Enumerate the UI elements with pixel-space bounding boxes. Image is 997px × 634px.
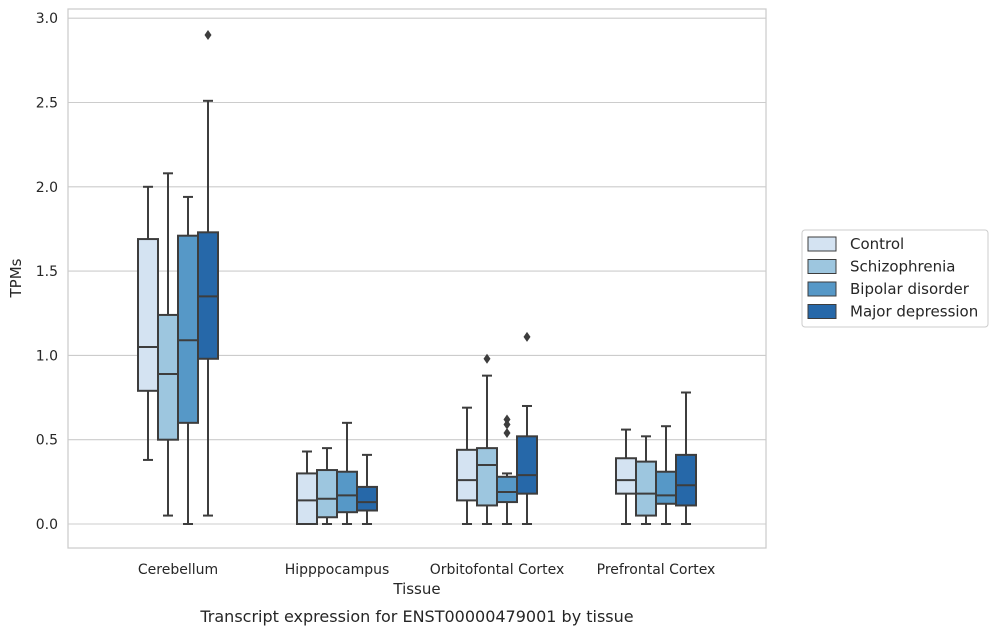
- box-major-depression: [197, 30, 219, 517]
- iqr-box: [675, 453, 697, 507]
- box-series-group: [137, 30, 697, 526]
- y-tick-label: 2.5: [36, 96, 58, 112]
- legend-frame: [801, 229, 989, 328]
- iqr-box: [316, 469, 338, 519]
- outlier-marker: [523, 331, 531, 342]
- iqr-box: [356, 485, 378, 512]
- outlier-marker: [503, 419, 511, 430]
- box-control: [456, 406, 478, 525]
- legend-label: Schizophrenia: [850, 258, 955, 276]
- legend-swatch: [807, 281, 837, 297]
- box-major-depression: [675, 391, 697, 525]
- legend-label: Control: [850, 235, 904, 253]
- iqr-box: [336, 470, 358, 514]
- outlier-marker: [483, 353, 491, 364]
- y-tick-label: 2.0: [36, 180, 58, 196]
- legend-label: Bipolar disorder: [850, 280, 970, 298]
- box-bipolar-disorder: [336, 421, 358, 525]
- box-control: [615, 428, 637, 525]
- x-tick-label: Hipppocampus: [285, 562, 390, 578]
- legend-swatch: [807, 236, 837, 252]
- x-tick-label: Prefrontal Cortex: [597, 562, 716, 578]
- iqr-box: [157, 313, 179, 441]
- x-axis-label: Tissue: [392, 580, 440, 598]
- plot-frame: [67, 8, 767, 549]
- outlier-marker: [503, 414, 511, 425]
- iqr-box: [456, 448, 478, 502]
- legend-label: Major depression: [850, 303, 978, 321]
- iqr-box: [615, 457, 637, 495]
- y-tick-label: 0.5: [36, 433, 58, 449]
- box-major-depression: [516, 331, 538, 525]
- chart-caption: Transcript expression for ENST0000047900…: [199, 607, 633, 626]
- outlier-marker: [204, 30, 212, 41]
- iqr-box: [496, 475, 518, 504]
- x-tick-labels: Cerebellum Hipppocampus Orbitofontal Corte…: [138, 562, 715, 578]
- legend-swatch: [807, 259, 837, 274]
- iqr-box: [476, 447, 498, 507]
- y-tick-label: 1.5: [36, 264, 58, 280]
- iqr-box: [177, 234, 199, 424]
- iqr-box: [655, 470, 677, 505]
- box-schizophrenia: [157, 172, 179, 517]
- legend-swatch: [807, 304, 837, 319]
- box-major-depression: [356, 453, 378, 525]
- legend: Control Schizophrenia Bipolar disorder Majo…: [801, 229, 989, 328]
- y-tick-label: 3.0: [36, 11, 58, 27]
- y-axis-label: TPMs: [7, 258, 25, 298]
- iqr-box: [137, 238, 159, 392]
- y-tick-labels: 0.0 0.5 1.0 1.5 2.0 2.5 3.0: [36, 11, 58, 533]
- iqr-box: [296, 472, 318, 526]
- iqr-box: [516, 435, 538, 495]
- iqr-box: [635, 460, 657, 517]
- y-tick-label: 1.0: [36, 348, 58, 364]
- x-tick-label: Cerebellum: [138, 562, 218, 578]
- box-bipolar-disorder: [655, 425, 677, 525]
- y-tick-label: 0.0: [36, 517, 58, 533]
- box-bipolar-disorder: [496, 414, 518, 525]
- x-tick-label: Orbitofontal Cortex: [430, 562, 565, 578]
- outlier-marker: [503, 427, 511, 438]
- plot-background: [68, 9, 766, 548]
